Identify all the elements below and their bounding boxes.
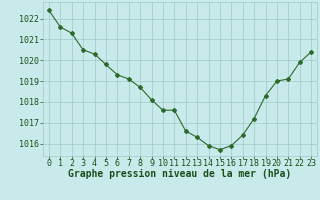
X-axis label: Graphe pression niveau de la mer (hPa): Graphe pression niveau de la mer (hPa) — [68, 169, 292, 179]
